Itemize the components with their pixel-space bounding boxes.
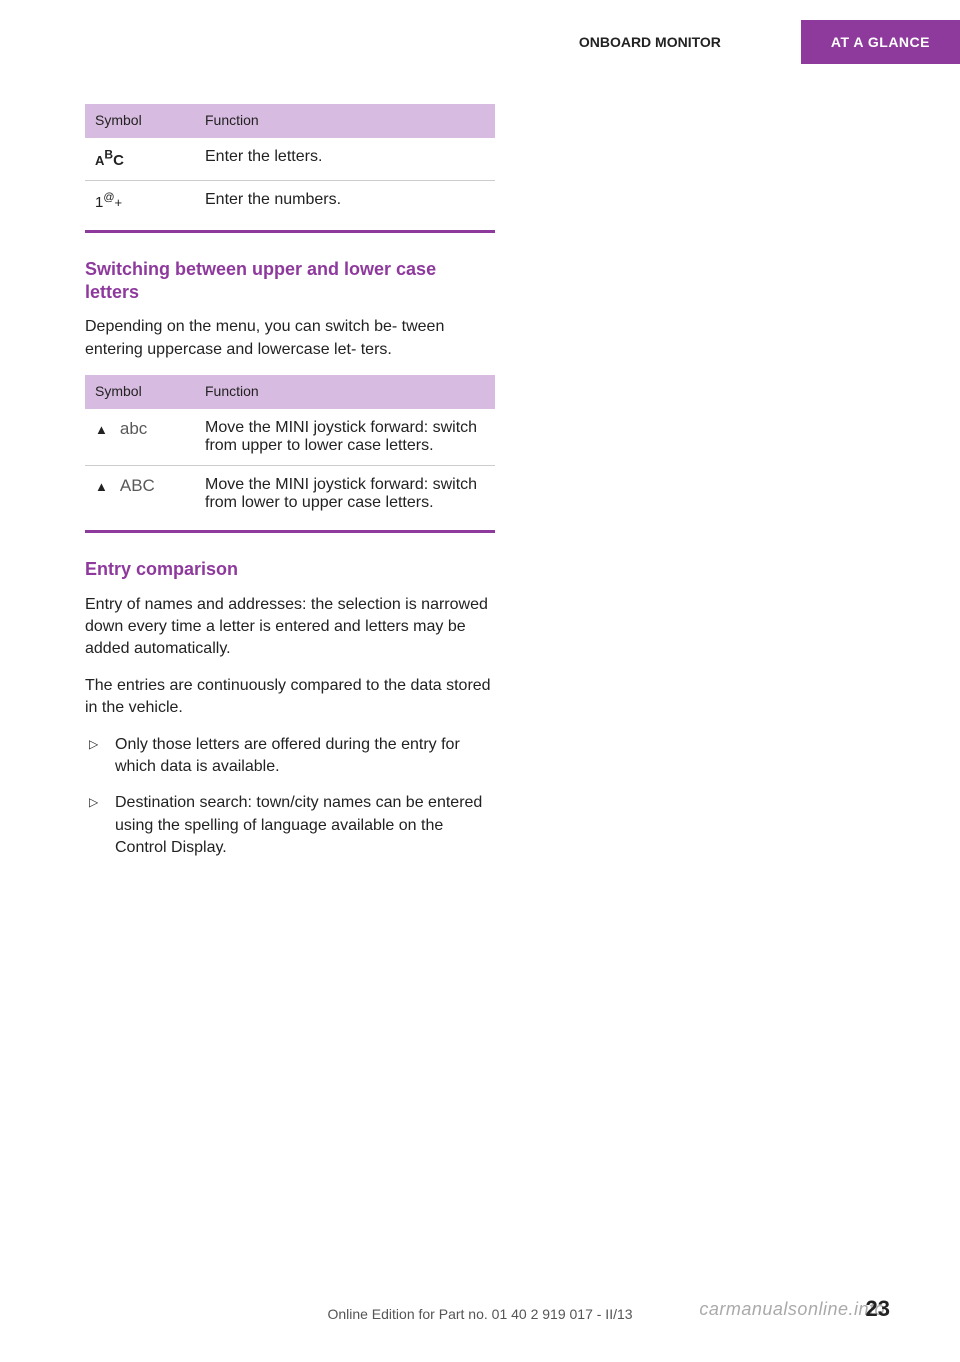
table2-row1-symbol: ▲ ABC (85, 466, 195, 523)
arrow-up-icon: ▲ (95, 422, 108, 437)
breadcrumb: ONBOARD MONITOR (579, 34, 721, 50)
arrow-up-icon: ▲ (95, 479, 108, 494)
table1-header-symbol: Symbol (85, 104, 195, 137)
heading-entry-comparison: Entry comparison (85, 558, 495, 581)
uppercase-label: ABC (120, 476, 155, 496)
section-tab: AT A GLANCE (801, 20, 960, 64)
list-item: Only those letters are offered during th… (85, 734, 495, 779)
table2-header-function: Function (195, 375, 495, 408)
lowercase-label: abc (120, 419, 147, 439)
table-divider (85, 230, 495, 233)
content-column: Symbol Function ABC Enter the letters. 1… (85, 104, 495, 860)
table1-header-function: Function (195, 104, 495, 137)
table1-row0-symbol: ABC (85, 137, 195, 181)
table2-row0-function: Move the MINI joystick forward: switch f… (195, 408, 495, 466)
heading-switching-case: Switching between upper and lower case l… (85, 258, 495, 305)
table2-header-symbol: Symbol (85, 375, 195, 408)
symbol-function-table-2: Symbol Function ▲ abc Move the MINI joys… (85, 375, 495, 522)
edition-line: Online Edition for Part no. 01 40 2 919 … (327, 1306, 632, 1322)
table1-row1-symbol: 1@+ (85, 181, 195, 222)
table2-row1-function: Move the MINI joystick forward: switch f… (195, 466, 495, 523)
list-item: Destination search: town/city names can … (85, 792, 495, 859)
watermark: carmanualsonline.info (699, 1299, 885, 1320)
page-header: ONBOARD MONITOR AT A GLANCE (0, 20, 960, 64)
numbers-icon: 1@+ (95, 194, 122, 211)
table1-row0-function: Enter the letters. (195, 137, 495, 181)
paragraph-entry-2: The entries are continuously compared to… (85, 675, 495, 720)
page-number: 23 (866, 1296, 890, 1322)
bullet-list: Only those letters are offered during th… (85, 734, 495, 860)
letters-icon: ABC (95, 152, 124, 169)
table2-row0-symbol: ▲ abc (85, 408, 195, 466)
paragraph-entry-1: Entry of names and addresses: the select… (85, 594, 495, 661)
paragraph-switching-case: Depending on the menu, you can switch be… (85, 316, 495, 361)
table1-row1-function: Enter the numbers. (195, 181, 495, 222)
symbol-function-table-1: Symbol Function ABC Enter the letters. 1… (85, 104, 495, 222)
table-divider (85, 530, 495, 533)
